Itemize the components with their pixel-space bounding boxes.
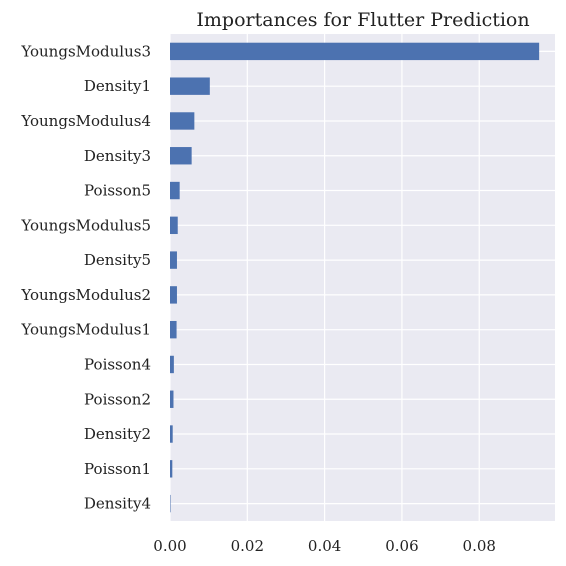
bar-Poisson5 [170,181,180,200]
bar-Density3 [170,147,192,165]
bar-YoungsModulus3 [170,42,540,61]
bar-YoungsModulus5 [170,216,178,235]
x-axis-labels: 0.00 0.02 0.04 0.06 0.08 [153,537,496,555]
bar-Density4 [170,494,171,513]
bar-YoungsModulus4 [170,112,195,130]
y-tick-label: YoungsModulus2 [20,286,151,304]
x-tick-label: 0.08 [463,537,496,555]
y-tick-label: Density4 [84,495,151,513]
bar-YoungsModulus1 [170,320,177,339]
y-tick-label: YoungsModulus4 [20,112,151,130]
x-tick-label: 0.02 [231,537,264,555]
bar-Density5 [170,251,177,269]
y-tick-label: YoungsModulus1 [20,321,151,339]
grid-lines [169,34,555,521]
y-tick-label: Poisson2 [84,390,151,408]
y-tick-label: Density3 [84,147,151,165]
x-tick-label: 0.00 [153,537,186,555]
y-axis-labels: YoungsModulus3 Density1 YoungsModulus4 Dens… [20,42,151,512]
y-tick-label: Density2 [84,425,151,443]
plot-area [170,34,555,521]
bar-Poisson2 [170,390,174,408]
y-tick-label: YoungsModulus3 [20,42,151,60]
y-tick-label: Poisson4 [84,355,151,373]
bar-Poisson4 [170,355,174,374]
x-tick-label: 0.06 [385,537,418,555]
bar-Density1 [170,77,210,95]
chart-title: Importances for Flutter Prediction [196,9,529,31]
bar-Poisson1 [170,460,173,478]
bar-Density2 [170,425,173,443]
y-tick-label: Poisson1 [84,460,151,478]
bars [170,42,540,513]
y-tick-label: Density1 [84,77,151,95]
bar-YoungsModulus2 [170,286,177,304]
x-tick-label: 0.04 [308,537,341,555]
y-tick-label: YoungsModulus5 [20,216,151,234]
y-tick-label: Density5 [84,251,151,269]
y-tick-label: Poisson5 [84,182,151,200]
